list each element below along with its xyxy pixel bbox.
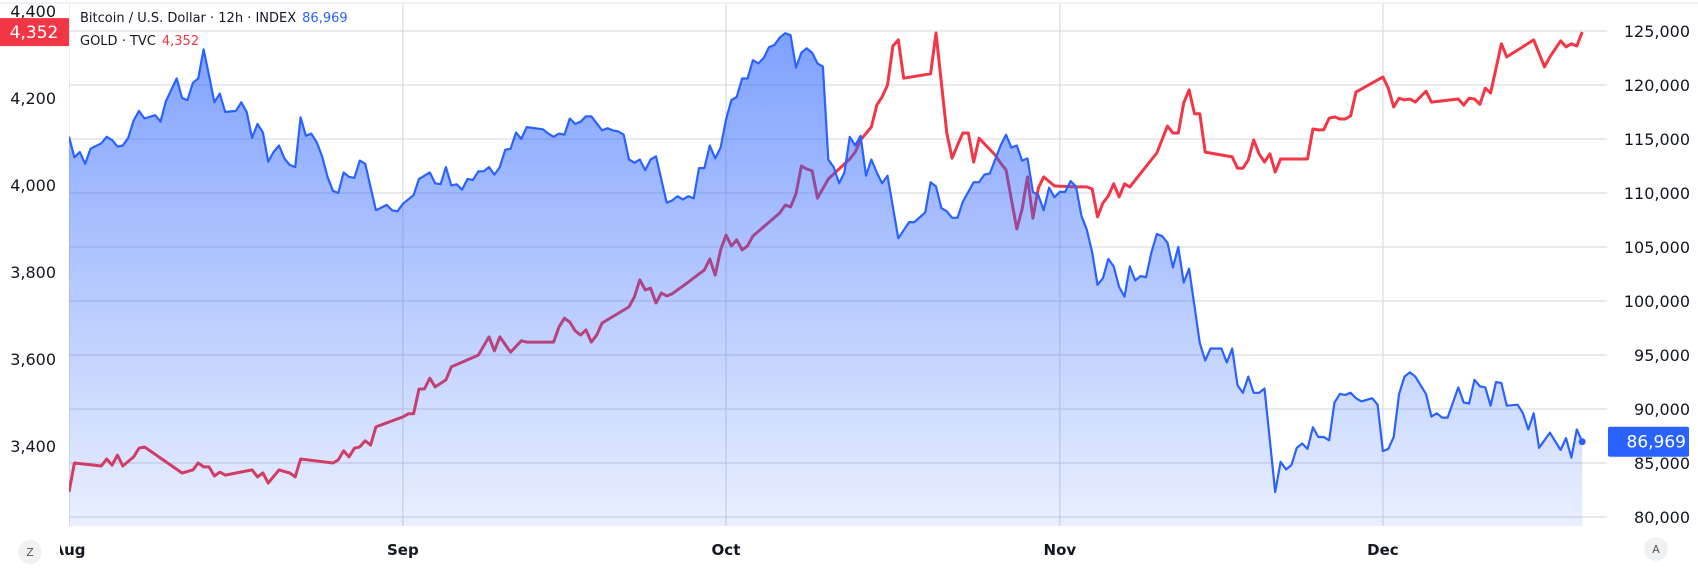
legend-gold[interactable]: GOLD · TVC 4,352: [80, 34, 199, 49]
btc-last-value-text: 86,969: [1627, 433, 1686, 453]
left-price-axis[interactable]: 3,400 3,600 3,800 4,000 4,200 4,400: [10, 2, 56, 456]
zoom-reset-button[interactable]: Z: [18, 540, 42, 564]
left-axis-tick-label: 4,400: [10, 2, 56, 21]
series-layer: [69, 31, 1586, 526]
legend-btc-label: Bitcoin / U.S. Dollar · 12h · INDEX: [80, 11, 297, 26]
time-axis-tick-label: Dec: [1367, 541, 1399, 559]
time-axis-tick-label: Aug: [52, 541, 85, 559]
time-axis[interactable]: Aug Sep Oct Nov Dec: [0, 530, 1399, 570]
right-axis-tick-label: 85,000: [1634, 454, 1690, 473]
left-axis-panel: [0, 4, 69, 570]
btc-series-line[interactable]: [69, 32, 1584, 494]
right-axis-tick-label: 125,000: [1624, 22, 1690, 41]
right-axis-tick-label: 100,000: [1624, 292, 1690, 311]
gold-last-value-text: 4,352: [10, 23, 59, 43]
legend-gold-label: GOLD · TVC: [80, 34, 156, 49]
right-price-axis[interactable]: 80,000 85,000 90,000 95,000 100,000 105,000 11…: [1624, 22, 1690, 527]
left-axis-tick-label: 3,400: [10, 437, 56, 456]
legend-gold-value: 4,352: [161, 34, 200, 49]
btc-last-point: [1578, 438, 1586, 446]
right-axis-tick-label: 90,000: [1634, 400, 1690, 419]
right-axis-tick-label: 80,000: [1634, 508, 1690, 527]
legend-btc[interactable]: Bitcoin / U.S. Dollar · 12h · INDEX 86,96…: [80, 11, 348, 26]
left-axis-tick-label: 4,200: [10, 89, 56, 108]
right-axis-tick-label: 105,000: [1624, 238, 1690, 257]
left-axis-tick-label: 3,800: [10, 263, 56, 282]
right-axis-tick-label: 120,000: [1624, 76, 1690, 95]
left-axis-tick-label: 4,000: [10, 176, 56, 195]
time-axis-tick-label: Nov: [1044, 541, 1077, 559]
time-axis-tick-label: Sep: [387, 541, 419, 559]
btc-last-value-badge: [1608, 426, 1689, 457]
right-axis-tick-label: 115,000: [1624, 130, 1690, 149]
legend-btc-value: 86,969: [302, 11, 348, 26]
btc-series-area: [69, 33, 1583, 526]
left-axis-tick-label: 3,600: [10, 350, 56, 369]
right-axis-tick-label: 110,000: [1624, 184, 1690, 203]
auto-scale-button[interactable]: A: [1644, 537, 1668, 561]
time-axis-tick-label: Oct: [712, 541, 741, 559]
gold-last-value-badge: [0, 18, 69, 47]
last-value-badges: 4,352 86,969: [0, 18, 1689, 457]
right-axis-tick-label: 95,000: [1634, 346, 1690, 365]
